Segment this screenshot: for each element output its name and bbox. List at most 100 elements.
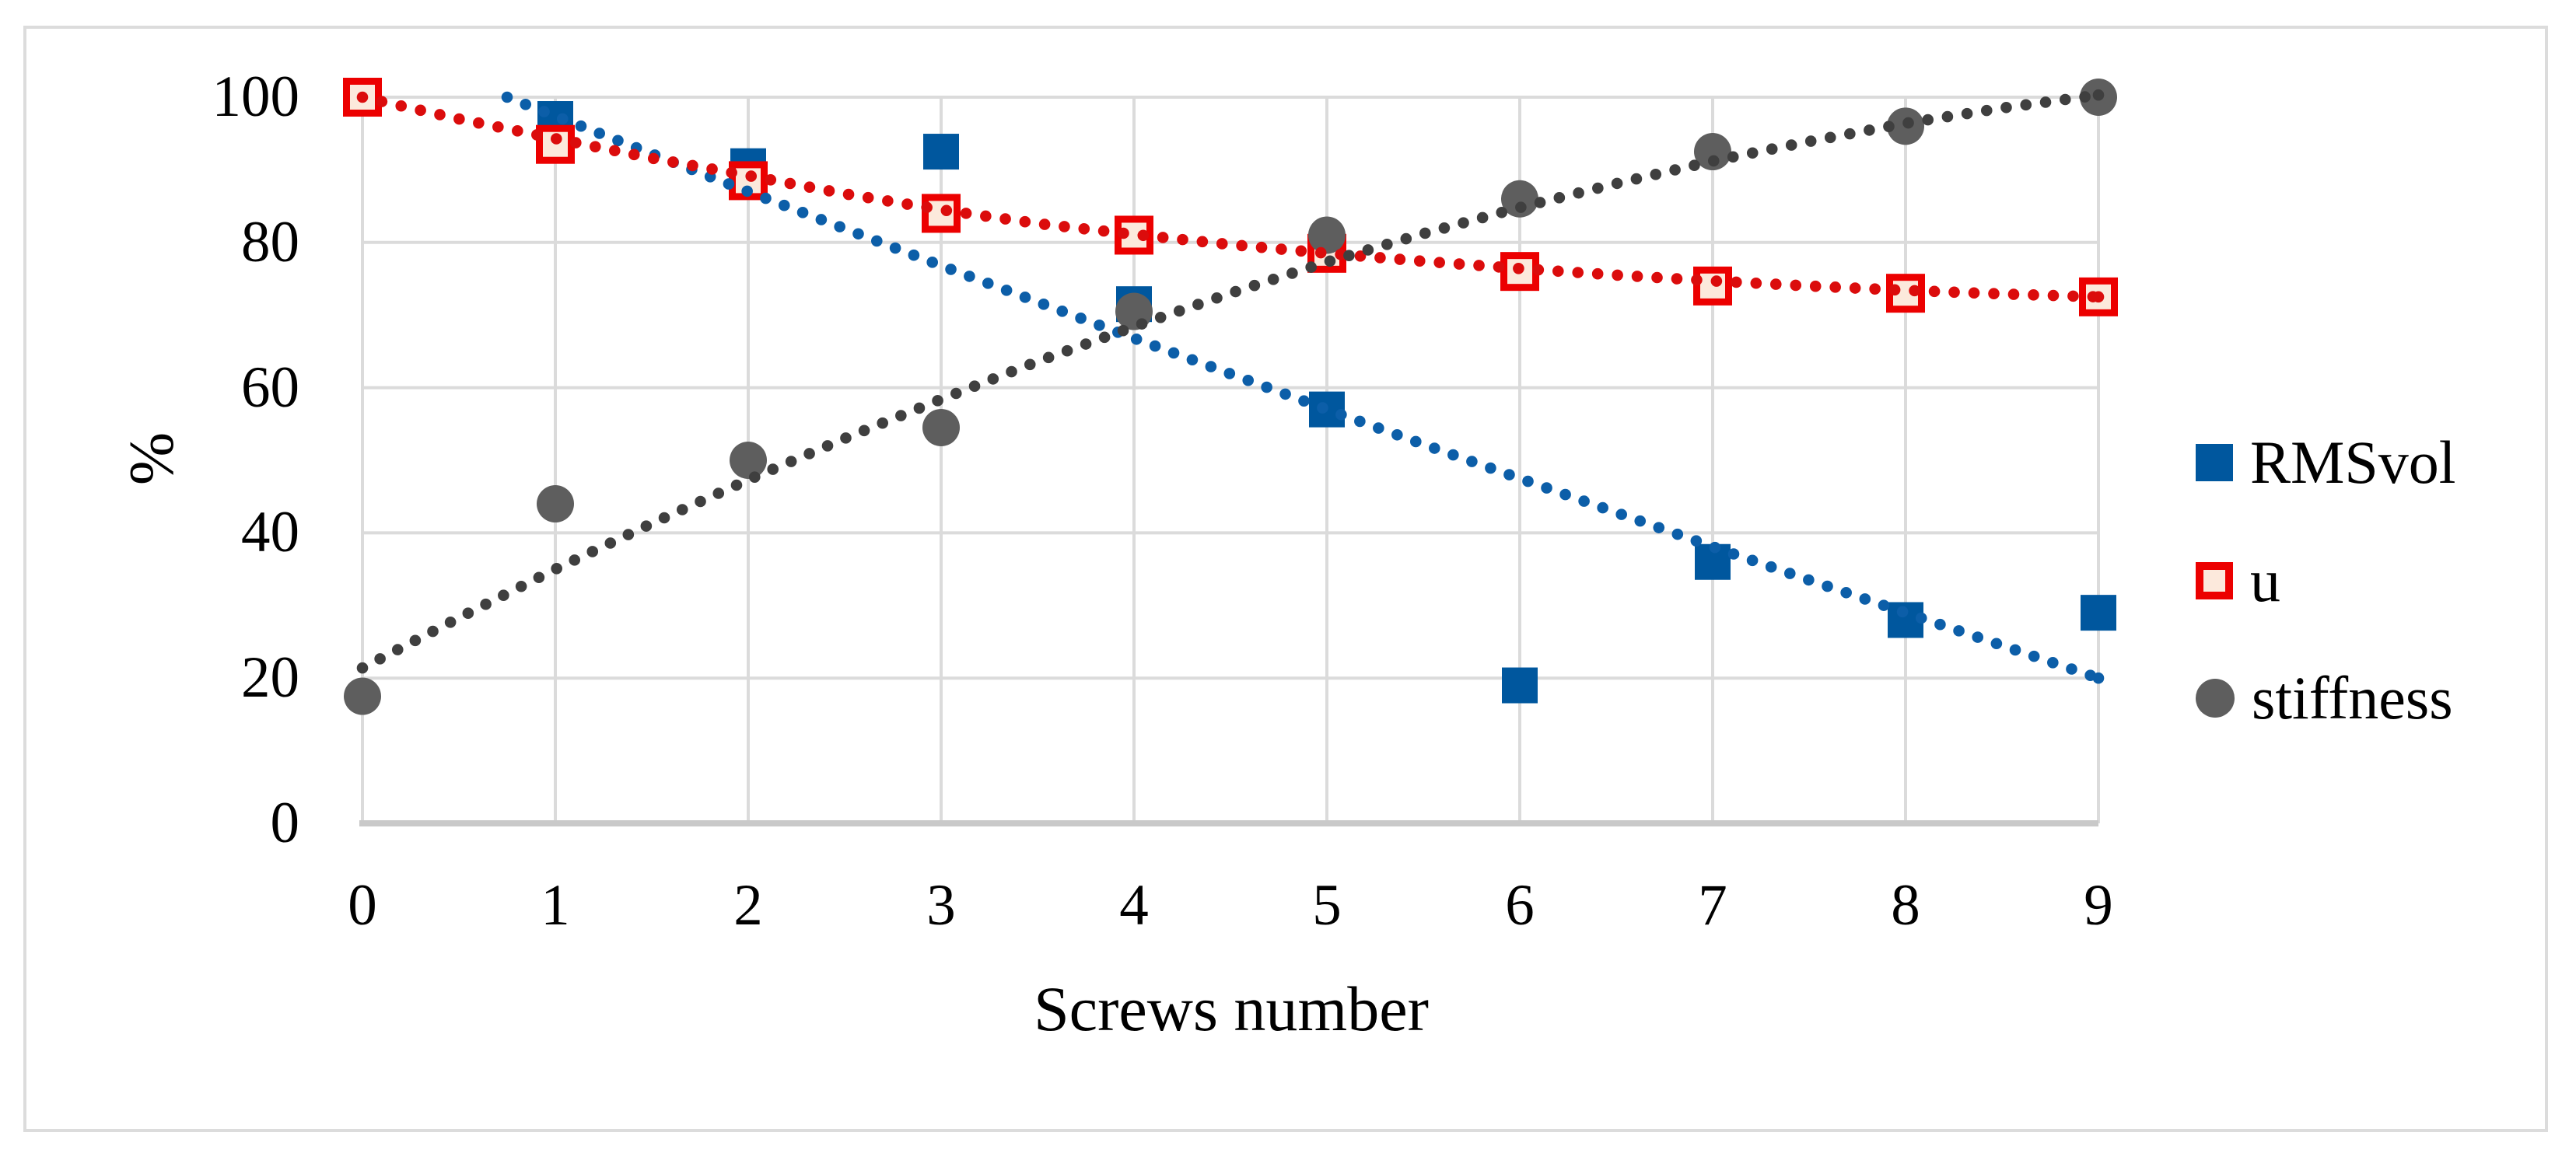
- trend-dot-RMSvol: [1934, 618, 1946, 631]
- trend-dot-RMSvol: [834, 221, 845, 232]
- trend-dot-u: [842, 188, 855, 201]
- trend-dot-stiffness: [1573, 187, 1584, 199]
- legend-label: u: [2250, 547, 2280, 614]
- trend-dot-RMSvol: [1653, 522, 1665, 533]
- trend-dot-stiffness: [1864, 124, 1875, 136]
- trend-dot-RMSvol: [1279, 388, 1291, 400]
- trend-dot-RMSvol: [796, 207, 809, 218]
- trend-dot-RMSvol: [1149, 340, 1161, 352]
- trend-dot-u: [1453, 258, 1465, 270]
- trend-dot-u: [473, 117, 485, 129]
- trend-dot-stiffness: [1343, 250, 1355, 261]
- trend-dot-stiffness: [1883, 121, 1895, 132]
- y-axis-title: %: [116, 432, 187, 486]
- trend-dot-RMSvol: [1896, 606, 1909, 618]
- data-point-stiffness: [344, 677, 381, 715]
- data-point-stiffness: [922, 408, 960, 446]
- trend-dot-RMSvol: [2047, 657, 2059, 669]
- trend-dot-RMSvol: [1447, 449, 1459, 461]
- trend-dot-stiffness: [712, 487, 725, 499]
- trend-dot-stiffness: [2039, 96, 2052, 108]
- trend-dot-stiffness: [932, 395, 943, 407]
- trend-dot-RMSvol: [778, 199, 790, 211]
- trend-dot-RMSvol: [1522, 475, 1534, 487]
- trend-dot-stiffness: [803, 448, 815, 459]
- trend-dot-u: [1809, 280, 1822, 292]
- trend-dot-stiffness: [968, 380, 981, 392]
- trend-dot-stiffness: [1844, 128, 1856, 140]
- trend-dot-u: [960, 208, 972, 219]
- trend-dot-RMSvol: [538, 106, 550, 117]
- trend-dot-u: [376, 96, 388, 107]
- trend-dot-stiffness: [1154, 311, 1167, 323]
- trend-dot-u: [1255, 241, 1268, 253]
- trend-dot-u: [901, 198, 913, 210]
- trend-dot-RMSvol: [1186, 354, 1199, 366]
- trend-dot-u: [1059, 221, 1070, 232]
- trend-dot-u: [706, 163, 718, 175]
- trend-dot-u: [1473, 260, 1485, 271]
- trend-dot-u: [823, 185, 835, 197]
- trend-dot-stiffness: [840, 432, 852, 444]
- trend-dot-stiffness: [730, 479, 743, 491]
- trend-dot-u: [1038, 218, 1051, 230]
- y-tick-label: 60: [241, 355, 299, 420]
- trend-dot-u: [726, 166, 737, 179]
- trend-dot-RMSvol: [1597, 501, 1608, 514]
- trend-dot-RMSvol: [1466, 456, 1478, 467]
- legend-item-rmsvol: RMSvol: [2196, 424, 2455, 501]
- trend-dot-u: [1532, 264, 1545, 276]
- x-tick-label: 6: [1505, 873, 1535, 938]
- trend-dot-RMSvol: [889, 242, 901, 254]
- trend-dot-stiffness: [356, 662, 369, 674]
- trend-dot-stiffness: [2079, 91, 2091, 103]
- trend-dot-stiffness: [1515, 201, 1527, 213]
- trend-dot-u: [2067, 290, 2079, 302]
- trend-dot-stiffness: [1534, 197, 1546, 208]
- trend-dot-stiffness: [1476, 211, 1489, 224]
- trend-dot-stiffness: [1766, 143, 1778, 155]
- trend-dot-stiffness: [1746, 147, 1759, 159]
- trend-dot-RMSvol: [1429, 442, 1440, 454]
- trend-dot-RMSvol: [852, 228, 864, 240]
- trend-dot-stiffness: [987, 373, 999, 385]
- trend-dot-stiffness: [858, 425, 870, 437]
- trend-dot-stiffness: [1248, 279, 1261, 292]
- trend-dot-RMSvol: [556, 113, 569, 125]
- trend-dot-RMSvol: [1391, 428, 1403, 441]
- trend-dot-RMSvol: [520, 98, 532, 110]
- trend-dot-RMSvol: [1038, 299, 1050, 310]
- trend-dot-u: [628, 148, 640, 161]
- trend-dot-stiffness: [767, 463, 779, 475]
- trend-dot-u: [1928, 285, 1941, 298]
- trend-dot-stiffness: [1080, 338, 1092, 350]
- trend-dot-stiffness: [1458, 217, 1469, 229]
- trend-dot-u: [1314, 246, 1327, 259]
- trend-dot-u: [1948, 286, 1960, 299]
- trend-dot-stiffness: [1305, 261, 1317, 273]
- trend-dot-stiffness: [1267, 274, 1279, 285]
- trend-dot-u: [940, 204, 953, 217]
- trend-dot-stiffness: [462, 607, 474, 620]
- trend-dot-u: [1374, 252, 1386, 264]
- trend-dot-u: [1909, 285, 1920, 297]
- trend-dot-stiffness: [1024, 358, 1036, 371]
- trend-dot-RMSvol: [964, 271, 975, 282]
- trend-dot-u: [1177, 233, 1188, 246]
- trend-dot-u: [608, 145, 621, 157]
- x-tick-label: 9: [2084, 873, 2113, 938]
- trend-dot-stiffness: [1006, 365, 1017, 378]
- trend-dot-stiffness: [586, 546, 599, 557]
- trend-dot-u: [1710, 275, 1723, 287]
- data-point-stiffness: [1308, 216, 1346, 254]
- trend-dot-stiffness: [1630, 173, 1643, 185]
- trend-dot-stiffness: [480, 598, 492, 610]
- y-tick-label: 20: [241, 645, 299, 710]
- trend-dot-u: [1888, 284, 1901, 296]
- trend-dot-RMSvol: [1242, 374, 1255, 386]
- trend-dot-RMSvol: [926, 257, 939, 268]
- trend-dot-u: [1276, 243, 1287, 255]
- trend-dot-u: [862, 191, 874, 204]
- trend-dot-RMSvol: [2028, 650, 2040, 662]
- trend-dot-stiffness: [1922, 114, 1934, 126]
